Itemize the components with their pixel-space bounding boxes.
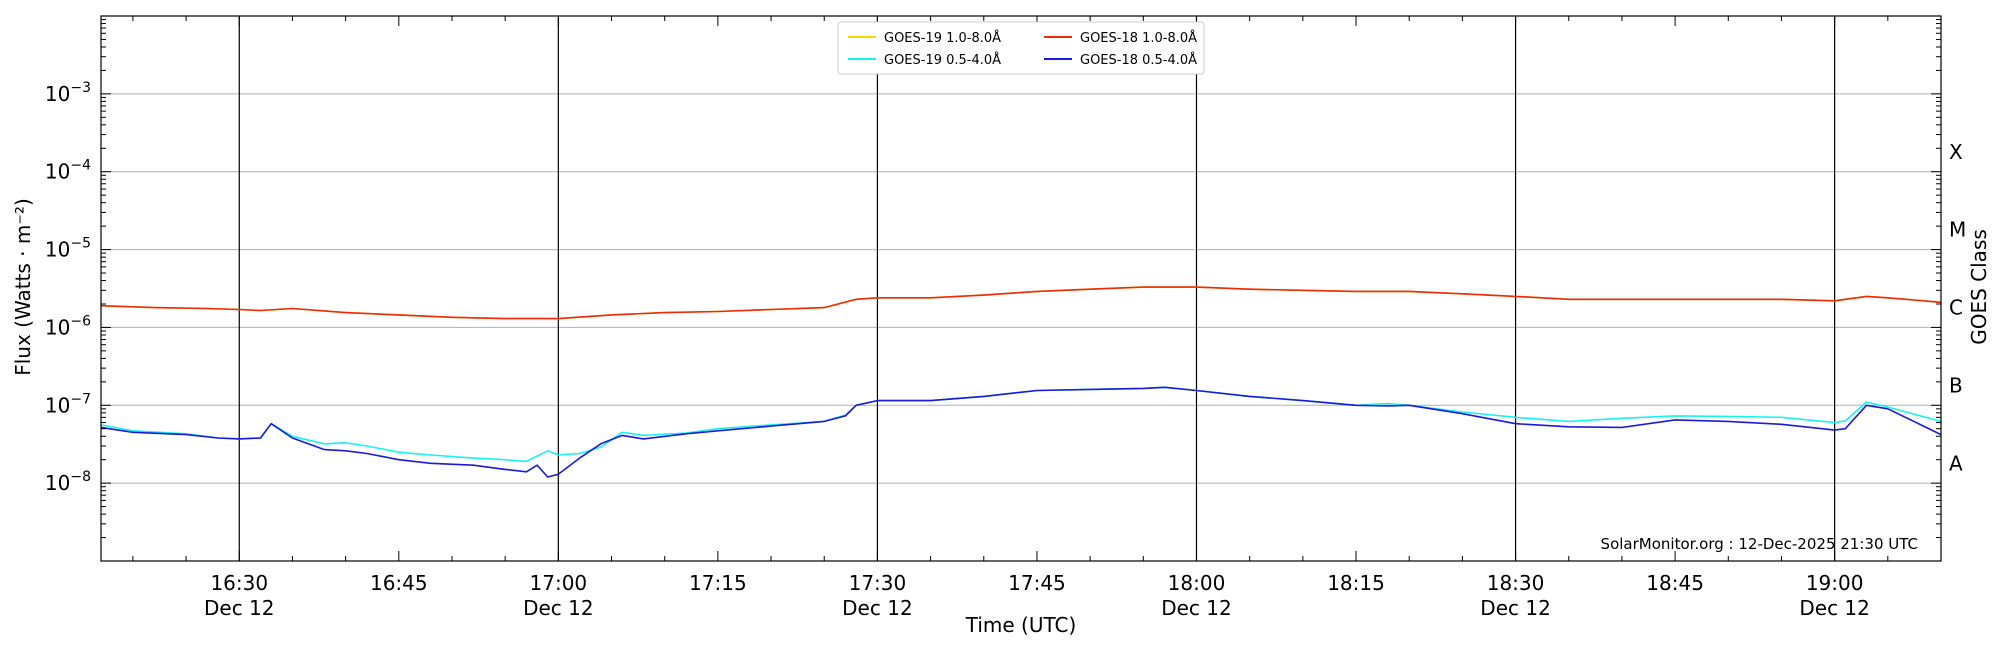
plot-border <box>100 15 1942 562</box>
x-tick-label: 17:45 <box>1008 571 1066 595</box>
x-tick-label: 18:15 <box>1327 571 1385 595</box>
x-tick-label: 17:15 <box>689 571 747 595</box>
legend-entry: GOES-19 0.5-4.0Å <box>884 52 1001 68</box>
legend-entry: GOES-19 1.0-8.0Å <box>884 30 1001 46</box>
x-tick-label: 17:00 <box>530 571 588 595</box>
goes-class-label: X <box>1949 140 1963 164</box>
x-tick-date-label: Dec 12 <box>1799 596 1870 620</box>
series-line-3 <box>100 386 1942 478</box>
legend-entry: GOES-18 1.0-8.0Å <box>1080 30 1197 46</box>
y-tick-label: 10−3 <box>45 80 91 106</box>
x-tick-label: 18:00 <box>1168 571 1226 595</box>
credit-text: SolarMonitor.org : 12-Dec-2025 21:30 UTC <box>1601 535 1918 553</box>
x-tick-label: 17:30 <box>849 571 907 595</box>
legend-box <box>837 21 1205 75</box>
goes-class-label: A <box>1949 451 1963 475</box>
series-layer <box>100 286 1942 478</box>
goes-class-axis-label: GOES Class <box>1967 229 1991 345</box>
goes-class-label: C <box>1949 296 1963 320</box>
x-tick-date-label: Dec 12 <box>204 596 275 620</box>
series-line-2 <box>100 386 1942 463</box>
y-tick-label: 10−6 <box>45 313 91 339</box>
x-tick-date-label: Dec 12 <box>1480 596 1551 620</box>
grid-layer <box>101 16 1941 561</box>
y-tick-label: 10−8 <box>45 469 91 495</box>
x-tick-date-label: Dec 12 <box>1161 596 1232 620</box>
x-tick-label: 19:00 <box>1806 571 1864 595</box>
x-tick-label: 16:45 <box>370 571 428 595</box>
x-tick-date-label: Dec 12 <box>842 596 913 620</box>
y-tick-label: 10−5 <box>45 236 91 262</box>
x-axis-label: Time (UTC) <box>965 613 1077 637</box>
plot-frame <box>100 15 1942 562</box>
y-tick-label: 10−7 <box>45 391 91 417</box>
y-axis-label: Flux (Watts · m⁻²) <box>11 198 35 376</box>
x-tick-date-label: Dec 12 <box>523 596 594 620</box>
legend-entry: GOES-18 0.5-4.0Å <box>1080 52 1197 68</box>
y-tick-label: 10−4 <box>45 158 91 184</box>
goes-class-label: M <box>1949 218 1966 242</box>
x-tick-label: 18:30 <box>1487 571 1545 595</box>
x-tick-label: 16:30 <box>210 571 268 595</box>
legend: GOES-19 1.0-8.0Å GOES-19 0.5-4.0Å GOES-18 … <box>837 21 1205 75</box>
series-line-1 <box>100 286 1942 320</box>
goes-class-label: B <box>1949 373 1963 397</box>
x-tick-label: 18:45 <box>1646 571 1704 595</box>
